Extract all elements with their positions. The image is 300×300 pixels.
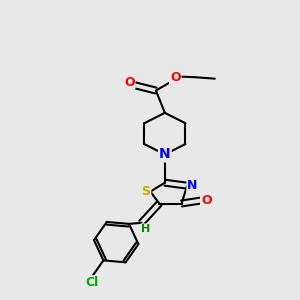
Text: N: N bbox=[187, 179, 198, 192]
Text: Cl: Cl bbox=[85, 276, 98, 289]
Text: O: O bbox=[170, 71, 181, 84]
Text: S: S bbox=[141, 185, 150, 198]
Text: H: H bbox=[141, 224, 151, 234]
Text: N: N bbox=[159, 148, 171, 161]
Text: O: O bbox=[124, 76, 134, 89]
Text: O: O bbox=[201, 194, 211, 207]
